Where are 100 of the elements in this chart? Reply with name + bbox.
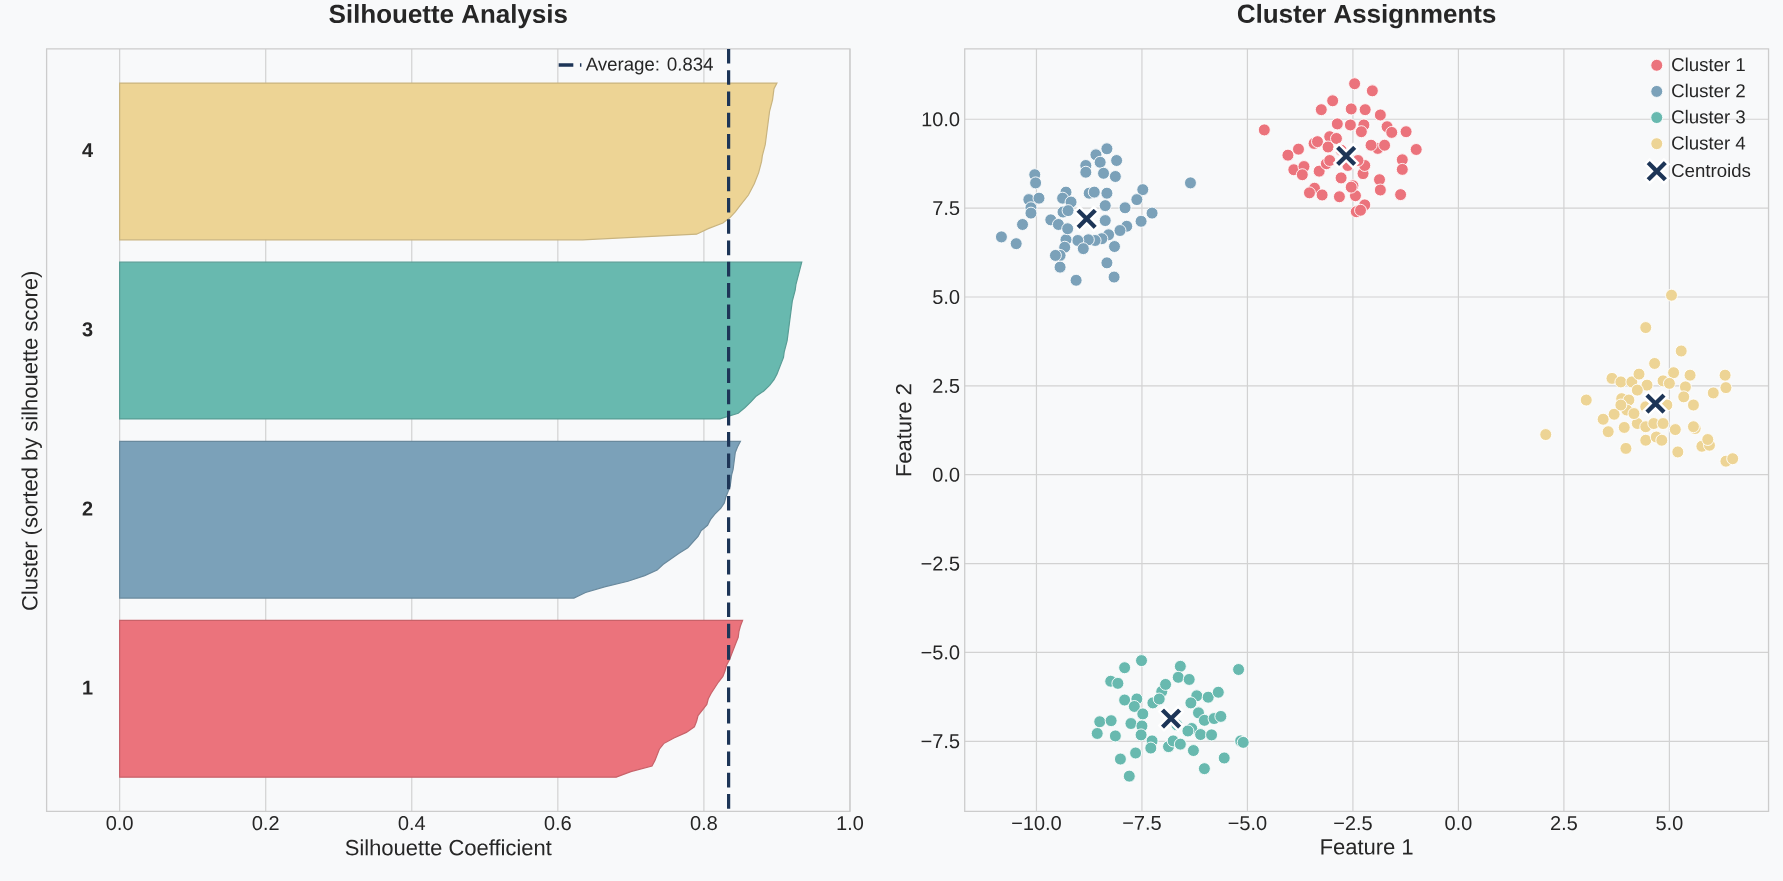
point	[1614, 375, 1628, 389]
y-tick-label: 3	[82, 322, 93, 337]
point	[1330, 131, 1343, 145]
point	[1134, 728, 1148, 742]
point	[1409, 142, 1423, 156]
point	[1677, 390, 1691, 404]
point	[1201, 690, 1215, 704]
point	[994, 230, 1008, 244]
point	[1159, 677, 1173, 691]
point	[1127, 699, 1141, 713]
point	[1373, 183, 1387, 197]
point	[1197, 713, 1211, 727]
point	[1539, 428, 1553, 441]
point	[1639, 433, 1653, 447]
point	[1333, 142, 1360, 169]
point	[1683, 368, 1697, 382]
point	[1134, 214, 1148, 228]
point	[1108, 169, 1122, 183]
point	[1104, 714, 1118, 728]
x-tick-label: 2.5	[1551, 815, 1577, 831]
point	[1061, 204, 1075, 217]
point	[1630, 383, 1644, 397]
point	[1093, 715, 1107, 729]
point	[1032, 191, 1046, 205]
point	[1662, 376, 1676, 390]
point	[1665, 288, 1678, 302]
point	[1674, 344, 1688, 358]
y-tick-label: 2	[82, 501, 93, 516]
x-tick-label: 0.6	[544, 815, 571, 831]
y-tick-label: 4	[82, 143, 93, 158]
y-tick-label: 2.5	[933, 378, 960, 393]
point	[1579, 393, 1593, 407]
point	[1173, 737, 1187, 751]
y-axis-title: Feature 2	[895, 384, 912, 476]
point	[1667, 366, 1681, 380]
point	[1607, 407, 1621, 421]
point	[1378, 138, 1391, 152]
point	[1182, 672, 1196, 686]
point	[1181, 724, 1195, 738]
point	[1315, 188, 1329, 202]
legend-label: Cluster 1	[1672, 57, 1745, 72]
x-tick-label: −7.5	[1123, 815, 1161, 830]
point	[1668, 423, 1682, 436]
point	[1321, 140, 1335, 154]
point	[1113, 752, 1127, 766]
point	[1135, 654, 1148, 667]
point	[1364, 138, 1378, 152]
point	[1617, 420, 1631, 434]
point	[1214, 709, 1228, 723]
point	[1145, 206, 1159, 220]
point	[1311, 135, 1324, 149]
point	[1373, 108, 1387, 122]
y-tick-label: −2.5	[921, 556, 960, 571]
point	[1648, 356, 1662, 370]
point	[1394, 188, 1408, 201]
point	[1171, 670, 1185, 684]
point	[1136, 183, 1150, 197]
point	[1090, 726, 1104, 740]
point	[1718, 368, 1732, 382]
point	[1194, 728, 1208, 741]
point	[1614, 398, 1628, 412]
point	[1205, 728, 1218, 742]
chart-title: Cluster Assignments	[1237, 3, 1496, 29]
legend-label: Cluster 3	[1672, 109, 1745, 124]
point	[1111, 676, 1125, 690]
point	[1706, 386, 1720, 400]
x-tick-label: 0.4	[398, 815, 426, 831]
point	[1217, 751, 1231, 765]
point	[1108, 729, 1122, 743]
point	[1093, 155, 1107, 169]
point	[1671, 445, 1685, 459]
point	[1332, 190, 1346, 204]
point	[1197, 762, 1211, 776]
point	[1326, 94, 1340, 108]
x-tick-label: −10.0	[1012, 815, 1061, 831]
legend-label: Cluster 4	[1672, 135, 1746, 150]
y-tick-label: 7.5	[933, 201, 960, 216]
point	[1344, 102, 1358, 116]
point	[1184, 176, 1197, 190]
point	[1173, 659, 1187, 673]
x-tick-label: 0.0	[1445, 815, 1472, 831]
point	[1073, 205, 1100, 232]
point	[1049, 248, 1062, 262]
x-axis-title: Feature 1	[1321, 839, 1413, 855]
x-tick-label: 1.0	[837, 815, 864, 831]
y-tick-label: 5.0	[933, 289, 960, 304]
y-tick-label: 10.0	[922, 112, 960, 127]
point	[1130, 193, 1144, 206]
point	[1642, 390, 1669, 417]
point	[1118, 201, 1132, 215]
point	[1097, 166, 1110, 180]
point	[1656, 417, 1670, 430]
point	[1726, 452, 1740, 466]
point	[1076, 242, 1090, 256]
point	[1348, 77, 1362, 91]
y-axis-title: Cluster (sorted by silhouette score)	[21, 271, 42, 610]
point	[1100, 186, 1114, 200]
point	[1053, 260, 1067, 274]
point	[1098, 214, 1112, 227]
point	[1108, 240, 1121, 253]
